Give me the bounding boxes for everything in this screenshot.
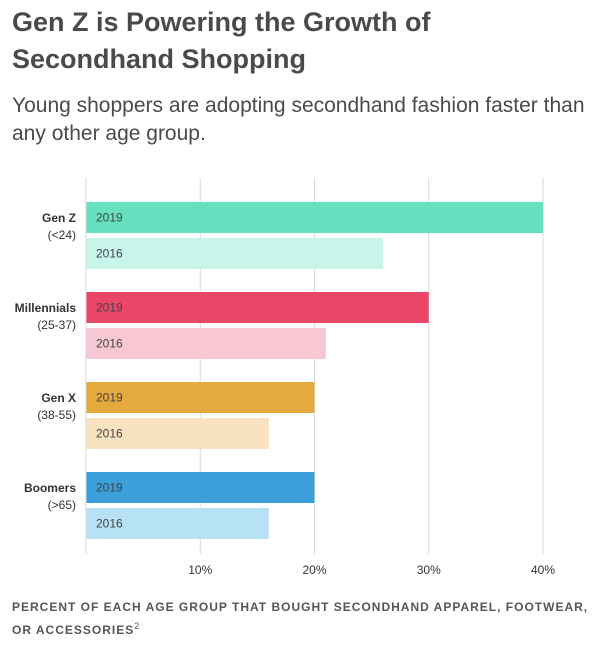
bar-label: 2016	[96, 247, 123, 261]
category-range: (38-55)	[37, 408, 76, 422]
footnote-ref: 2	[134, 621, 140, 631]
category-range: (<24)	[48, 228, 76, 242]
category-label: Gen X	[41, 391, 76, 405]
bar	[86, 418, 269, 449]
x-tick-label: 30%	[417, 563, 441, 577]
x-tick-label: 40%	[531, 563, 555, 577]
bar-chart: 2019 2016 Gen Z (<24) 2019 2016 Millennials (25…	[15, 178, 555, 577]
bar-label: 2016	[96, 337, 123, 351]
bar	[86, 238, 384, 269]
bar	[86, 382, 315, 413]
x-tick-label: 10%	[188, 563, 212, 577]
bar	[86, 328, 326, 359]
chart-subtitle: Young shoppers are adopting secondhand f…	[12, 94, 585, 145]
bar-label: 2019	[96, 391, 123, 405]
bar	[86, 202, 543, 233]
bar-label: 2016	[96, 427, 123, 441]
category-label: Boomers	[24, 481, 76, 495]
category-range: (25-37)	[37, 318, 76, 332]
category-label: Millennials	[15, 301, 77, 315]
category-label: Gen Z	[42, 211, 76, 225]
footnote-text: Percent of each age group that bought se…	[12, 600, 589, 637]
bar	[86, 472, 315, 503]
bar	[86, 292, 429, 323]
chart-title: Gen Z is Powering the Growth of Secondha…	[12, 7, 431, 74]
bar-label: 2019	[96, 481, 123, 495]
bar-label: 2019	[96, 211, 123, 225]
bar-label: 2016	[96, 517, 123, 531]
footnote: Percent of each age group that bought se…	[12, 598, 592, 640]
bar-label: 2019	[96, 301, 123, 315]
bar	[86, 508, 269, 539]
category-range: (>65)	[48, 498, 76, 512]
x-tick-label: 20%	[302, 563, 326, 577]
